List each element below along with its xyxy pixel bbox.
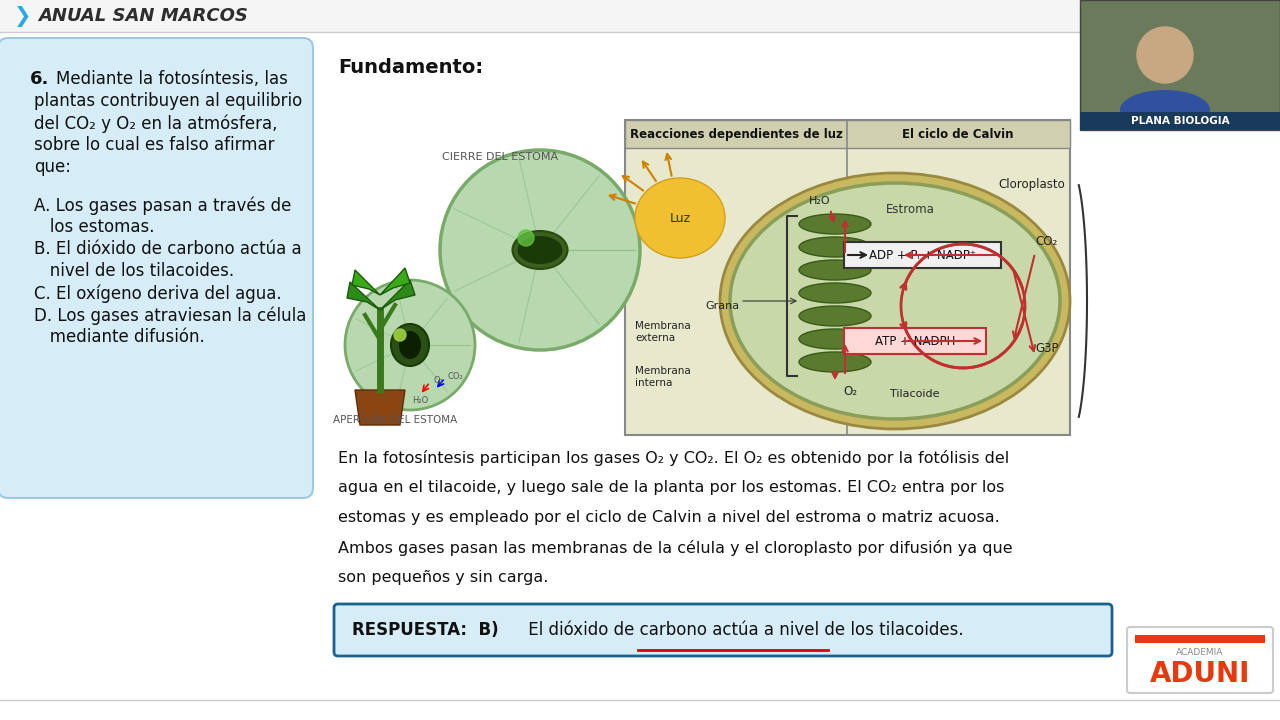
Text: A. Los gases pasan a través de: A. Los gases pasan a través de <box>35 196 292 215</box>
Text: El ciclo de Calvin: El ciclo de Calvin <box>902 127 1014 140</box>
FancyBboxPatch shape <box>625 120 1070 435</box>
Text: Membrana
interna: Membrana interna <box>635 366 691 388</box>
Text: mediante difusión.: mediante difusión. <box>35 328 205 346</box>
Ellipse shape <box>799 283 870 303</box>
Text: CO₂: CO₂ <box>1036 235 1057 248</box>
Text: CIERRE DEL ESTOMA: CIERRE DEL ESTOMA <box>442 152 558 162</box>
Text: plantas contribuyen al equilibrio: plantas contribuyen al equilibrio <box>35 92 302 110</box>
Ellipse shape <box>517 236 562 264</box>
Circle shape <box>1137 27 1193 83</box>
Text: D. Los gases atraviesan la célula: D. Los gases atraviesan la célula <box>35 306 306 325</box>
Text: RESPUESTA:  B): RESPUESTA: B) <box>352 621 499 639</box>
FancyBboxPatch shape <box>1126 627 1274 693</box>
Text: los estomas.: los estomas. <box>35 218 155 236</box>
FancyBboxPatch shape <box>844 242 1001 268</box>
Text: ADUNI: ADUNI <box>1149 660 1251 688</box>
Ellipse shape <box>799 352 870 372</box>
Text: que:: que: <box>35 158 70 176</box>
Circle shape <box>346 280 475 410</box>
Ellipse shape <box>512 231 567 269</box>
Text: 6.: 6. <box>29 70 50 88</box>
Ellipse shape <box>399 331 421 359</box>
Text: H₂O: H₂O <box>809 196 831 206</box>
Ellipse shape <box>799 260 870 280</box>
Polygon shape <box>380 268 410 295</box>
Text: H₂O: H₂O <box>412 395 429 405</box>
Circle shape <box>394 329 406 341</box>
Ellipse shape <box>1120 90 1210 130</box>
Ellipse shape <box>719 173 1070 429</box>
Ellipse shape <box>799 306 870 326</box>
FancyBboxPatch shape <box>844 328 986 354</box>
Text: ADP + Pᵢ + NADP⁺: ADP + Pᵢ + NADP⁺ <box>869 248 977 261</box>
Text: PLANA BIOLOGIA: PLANA BIOLOGIA <box>1130 116 1229 126</box>
Ellipse shape <box>799 237 870 257</box>
Text: O₂: O₂ <box>844 384 858 397</box>
FancyBboxPatch shape <box>625 120 1070 148</box>
Text: ACADEMIA: ACADEMIA <box>1176 648 1224 657</box>
Text: son pequeños y sin carga.: son pequeños y sin carga. <box>338 570 548 585</box>
Polygon shape <box>352 270 380 295</box>
Polygon shape <box>355 390 404 425</box>
Text: Fundamento:: Fundamento: <box>338 58 483 77</box>
FancyBboxPatch shape <box>1135 635 1265 643</box>
Text: agua en el tilacoide, y luego sale de la planta por los estomas. El CO₂ entra po: agua en el tilacoide, y luego sale de la… <box>338 480 1005 495</box>
FancyBboxPatch shape <box>0 0 1280 32</box>
Ellipse shape <box>799 214 870 234</box>
FancyBboxPatch shape <box>0 38 314 498</box>
Text: ❯: ❯ <box>14 6 32 27</box>
Text: El dióxido de carbono actúa a nivel de los tilacoides.: El dióxido de carbono actúa a nivel de l… <box>524 621 964 639</box>
Text: nivel de los tilacoides.: nivel de los tilacoides. <box>35 262 234 280</box>
Text: APERTURA DEL ESTOMA: APERTURA DEL ESTOMA <box>333 415 457 425</box>
FancyBboxPatch shape <box>1080 0 1280 130</box>
Text: En la fotosíntesis participan los gases O₂ y CO₂. El O₂ es obtenido por la fotól: En la fotosíntesis participan los gases … <box>338 450 1009 466</box>
Text: Mediante la fotosíntesis, las: Mediante la fotosíntesis, las <box>56 70 288 88</box>
Text: ANUAL SAN MARCOS: ANUAL SAN MARCOS <box>38 7 248 25</box>
Text: C. El oxígeno deriva del agua.: C. El oxígeno deriva del agua. <box>35 284 282 302</box>
Text: Reacciones dependientes de luz: Reacciones dependientes de luz <box>630 127 842 140</box>
Text: O₂: O₂ <box>433 376 443 384</box>
FancyBboxPatch shape <box>334 604 1112 656</box>
Text: Estroma: Estroma <box>886 203 934 216</box>
Text: Tilacoide: Tilacoide <box>890 389 940 399</box>
Text: sobre lo cual es falso afirmar: sobre lo cual es falso afirmar <box>35 136 274 154</box>
Text: Luz: Luz <box>669 212 691 225</box>
Text: ATP + NADPH: ATP + NADPH <box>874 335 955 348</box>
Text: Membrana
externa: Membrana externa <box>635 321 691 343</box>
Text: Grana: Grana <box>705 301 740 311</box>
Ellipse shape <box>635 178 724 258</box>
Polygon shape <box>347 282 380 310</box>
Ellipse shape <box>799 329 870 349</box>
FancyBboxPatch shape <box>1080 112 1280 130</box>
Text: G3P: G3P <box>1036 341 1059 354</box>
Ellipse shape <box>730 183 1060 419</box>
Circle shape <box>518 230 534 246</box>
Text: del CO₂ y O₂ en la atmósfera,: del CO₂ y O₂ en la atmósfera, <box>35 114 278 132</box>
Text: Cloroplasto: Cloroplasto <box>998 178 1065 191</box>
Text: Ambos gases pasan las membranas de la célula y el cloroplasto por difusión ya qu: Ambos gases pasan las membranas de la cé… <box>338 540 1012 556</box>
Polygon shape <box>380 280 415 310</box>
Text: B. El dióxido de carbono actúa a: B. El dióxido de carbono actúa a <box>35 240 302 258</box>
Text: estomas y es empleado por el ciclo de Calvin a nivel del estroma o matriz acuosa: estomas y es empleado por el ciclo de Ca… <box>338 510 1000 525</box>
Circle shape <box>440 150 640 350</box>
Text: CO₂: CO₂ <box>448 372 463 380</box>
Ellipse shape <box>390 324 429 366</box>
